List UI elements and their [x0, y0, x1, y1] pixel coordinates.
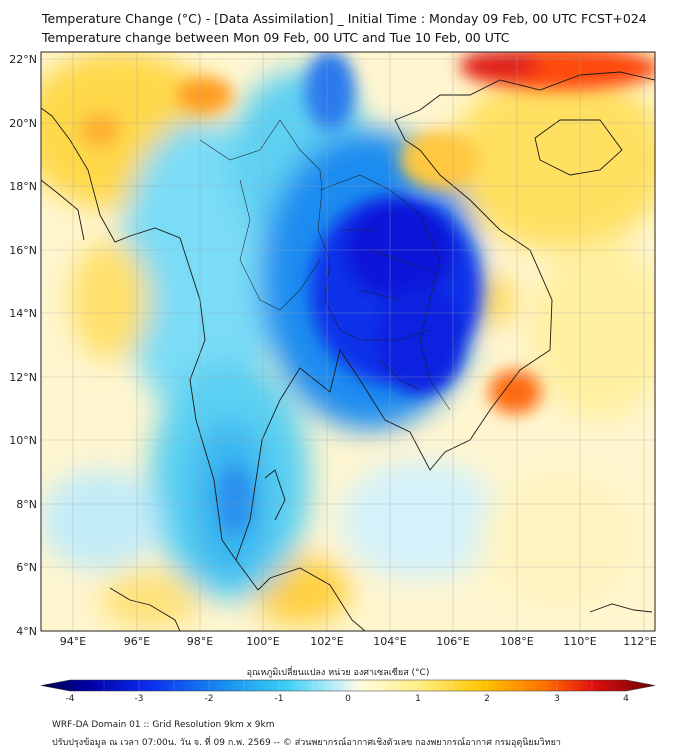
colorbar-title: อุณหภูมิเปลี่ยนแปลง หน่วย องศาเซลเซียส (…	[246, 668, 430, 678]
coastlines	[41, 71, 655, 631]
colorbar-scale	[40, 679, 656, 692]
lon-label: 106°E	[436, 635, 469, 648]
lon-label: 108°E	[500, 635, 533, 648]
lat-label: 16°N	[9, 244, 37, 257]
graticule	[41, 52, 655, 631]
lon-label: 112°E	[623, 635, 656, 648]
colorbar-tick: -2	[205, 694, 214, 704]
lat-label: 4°N	[16, 625, 37, 638]
lat-label: 14°N	[9, 307, 37, 320]
lat-label: 22°N	[9, 53, 37, 66]
latitude-axis: 22°N 20°N 18°N 16°N 14°N 12°N 10°N 8°N 6…	[9, 53, 37, 638]
lon-label: 102°E	[310, 635, 343, 648]
lon-label: 94°E	[60, 635, 86, 648]
admin-borders	[199, 119, 451, 411]
temperature-field	[41, 52, 655, 631]
colorbar-tick: -4	[66, 694, 75, 704]
footer-credit: ปรับปรุงข้อมูล ณ เวลา 07:00น. วัน จ. ที่…	[52, 738, 561, 748]
colorbar-tick: 3	[554, 694, 560, 704]
colorbar-segments	[103, 680, 593, 691]
lat-label: 20°N	[9, 117, 37, 130]
colorbar-tick: 2	[484, 694, 490, 704]
colorbar-tick: 1	[415, 694, 421, 704]
colorbar-tick: -3	[135, 694, 144, 704]
map-frame	[40, 51, 656, 632]
lat-label: 6°N	[16, 561, 37, 574]
colorbar-tick: 4	[623, 694, 629, 704]
lon-label: 96°E	[124, 635, 150, 648]
longitude-axis: 94°E 96°E 98°E 100°E 102°E 104°E 106°E 1…	[60, 635, 657, 648]
colorbar: -4 -3 -2 -1 0 1 2 3 4	[40, 679, 656, 704]
lon-label: 100°E	[246, 635, 279, 648]
lat-label: 8°N	[16, 498, 37, 511]
lat-label: 12°N	[9, 371, 37, 384]
map-title: Temperature Change (°C) - [Data Assimila…	[42, 11, 647, 26]
map-subtitle: Temperature change between Mon 09 Feb, 0…	[42, 30, 510, 45]
lon-label: 110°E	[563, 635, 596, 648]
lon-label: 104°E	[373, 635, 406, 648]
colorbar-tick: 0	[345, 694, 351, 704]
colorbar-tick: -1	[275, 694, 284, 704]
lat-label: 10°N	[9, 434, 37, 447]
lon-label: 98°E	[187, 635, 213, 648]
footer-model-info: WRF-DA Domain 01 :: Grid Resolution 9km …	[52, 720, 275, 730]
lat-label: 18°N	[9, 180, 37, 193]
